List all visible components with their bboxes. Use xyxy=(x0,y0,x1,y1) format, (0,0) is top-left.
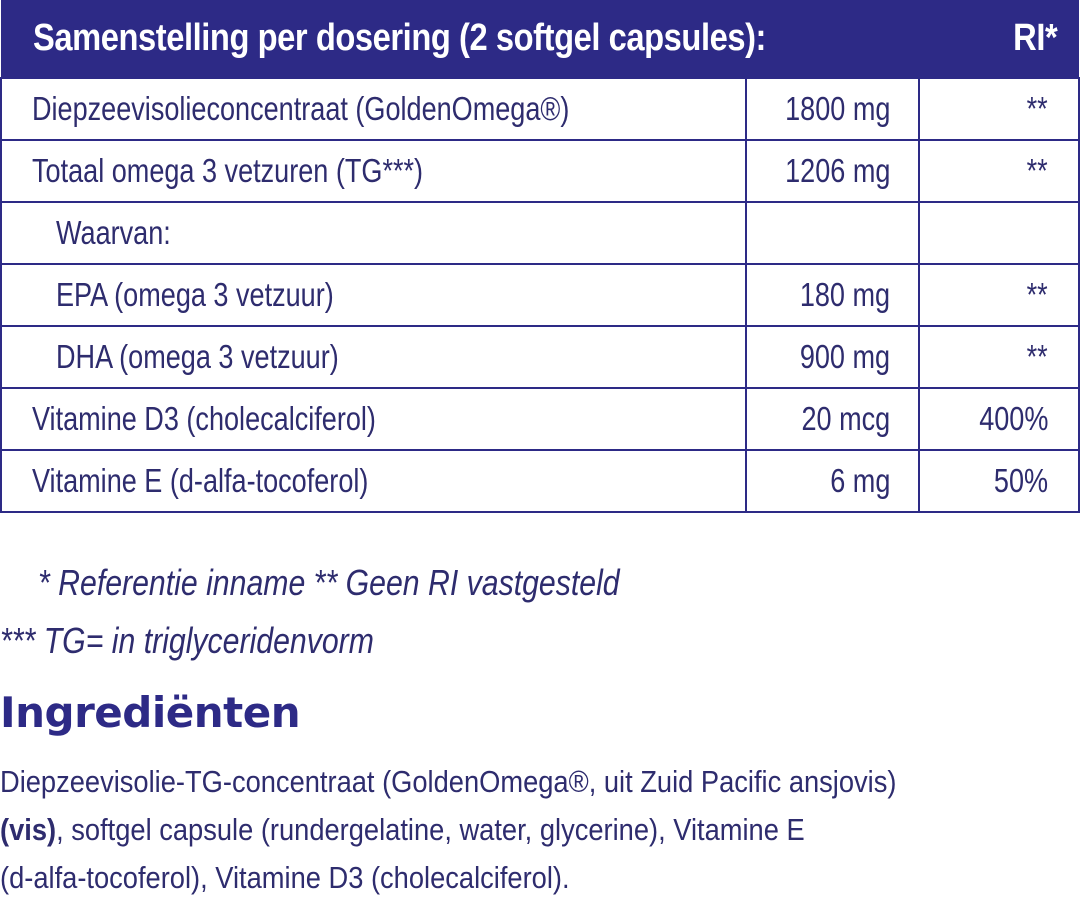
composition-table-body: Diepzeevisolieconcentraat (GoldenOmega®)… xyxy=(0,77,1080,513)
nutrient-name: Waarvan: xyxy=(0,201,747,265)
nutrient-name: DHA (omega 3 vetzuur) xyxy=(0,325,747,389)
nutrient-amount: 180 mg xyxy=(744,263,921,327)
ingredients-line-3: (d-alfa-tocoferol), Vitamine D3 (choleca… xyxy=(0,860,570,895)
nutrient-amount: 6 mg xyxy=(744,449,921,513)
footnote-tg: *** TG= in triglyceridenvorm xyxy=(0,620,374,661)
nutrient-amount: 900 mg xyxy=(744,325,921,389)
nutrient-ri: ** xyxy=(918,325,1080,389)
nutrient-name: Vitamine D3 (cholecalciferol) xyxy=(0,387,747,451)
table-row: Vitamine E (d-alfa-tocoferol) 6 mg 50% xyxy=(0,449,1080,513)
table-row: Vitamine D3 (cholecalciferol) 20 mcg 400% xyxy=(0,387,1080,451)
ingredients-heading: Ingrediënten xyxy=(0,688,301,737)
nutrient-amount: 20 mcg xyxy=(744,387,921,451)
nutrient-amount xyxy=(744,201,921,265)
allergen-fish: (vis) xyxy=(0,812,57,847)
nutrient-name: Totaal omega 3 vetzuren (TG***) xyxy=(0,139,747,203)
composition-table: Samenstelling per dosering (2 softgel ca… xyxy=(0,0,1080,513)
ri-column-header: RI* xyxy=(919,0,1080,78)
ingredients-text: Diepzeevisolie-TG-concentraat (GoldenOme… xyxy=(0,758,1080,902)
nutrient-ri xyxy=(918,201,1080,265)
nutrient-amount: 1206 mg xyxy=(744,139,921,203)
composition-table-header: Samenstelling per dosering (2 softgel ca… xyxy=(1,0,1080,78)
nutrient-ri: ** xyxy=(918,263,1080,327)
nutrient-ri: ** xyxy=(918,77,1080,141)
nutrient-name: EPA (omega 3 vetzuur) xyxy=(0,263,747,327)
footnote-ri: * Referentie inname ** Geen RI vastgeste… xyxy=(38,562,620,603)
table-row: Waarvan: xyxy=(0,201,1080,265)
table-row: DHA (omega 3 vetzuur) 900 mg ** xyxy=(0,325,1080,389)
nutrient-ri: 400% xyxy=(918,387,1080,451)
ingredients-line-1: Diepzeevisolie-TG-concentraat (GoldenOme… xyxy=(0,764,897,799)
table-row: Diepzeevisolieconcentraat (GoldenOmega®)… xyxy=(0,77,1080,141)
table-row: EPA (omega 3 vetzuur) 180 mg ** xyxy=(0,263,1080,327)
nutrient-ri: 50% xyxy=(918,449,1080,513)
table-row: Totaal omega 3 vetzuren (TG***) 1206 mg ** xyxy=(0,139,1080,203)
nutrient-amount: 1800 mg xyxy=(744,77,921,141)
nutrient-ri: ** xyxy=(918,139,1080,203)
composition-title: Samenstelling per dosering (2 softgel ca… xyxy=(1,0,920,78)
nutrient-name: Diepzeevisolieconcentraat (GoldenOmega®) xyxy=(0,77,747,141)
nutrient-name: Vitamine E (d-alfa-tocoferol) xyxy=(0,449,747,513)
ingredients-line-2: (vis), softgel capsule (rundergelatine, … xyxy=(0,812,805,847)
